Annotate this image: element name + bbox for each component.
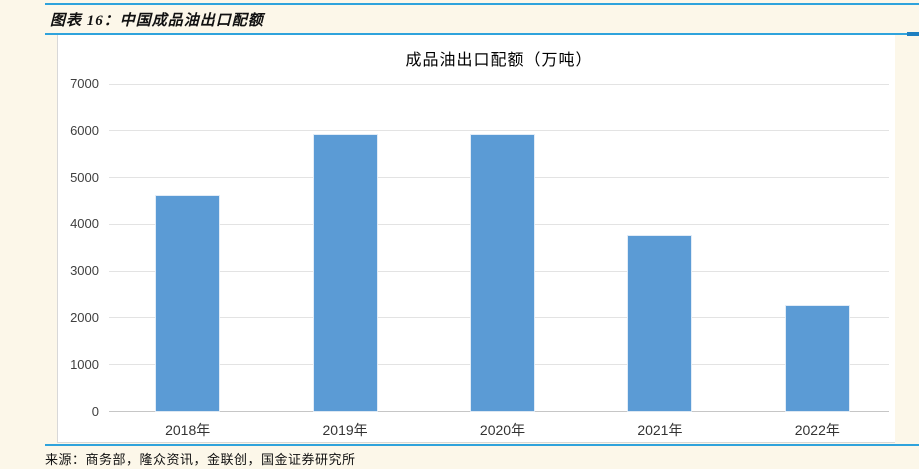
x-axis-tick-2021年: 2021年: [637, 422, 683, 438]
bar-2022年: [785, 305, 849, 411]
y-axis-tick-4000: 4000: [70, 216, 99, 232]
y-axis-tick-0: 0: [91, 403, 99, 419]
x-axis-tick-2020年: 2020年: [479, 422, 526, 438]
y-axis-tick-2000: 2000: [70, 309, 99, 325]
chart-panel: 成品油出口配额（万吨） 0 1000 2000 3000 4000 5000 6000 700…: [57, 35, 895, 443]
bar-2021年: [628, 235, 692, 411]
caption-underline-end-cap: [907, 32, 919, 36]
gridline-7000: [109, 83, 889, 85]
y-axis-tick-3000: 3000: [70, 263, 99, 279]
x-axis-tick-2022年: 2022年: [794, 422, 840, 438]
gridline-0: [109, 411, 889, 412]
bar-2018年: [156, 195, 220, 411]
chart-title: 成品油出口配额（万吨）: [405, 52, 593, 69]
top-accent-line: [45, 3, 919, 5]
x-axis-tick-2019年: 2019年: [322, 422, 368, 438]
bar-2020年: [471, 134, 534, 411]
y-axis-tick-1000: 1000: [70, 356, 99, 372]
caption-underline: [45, 33, 919, 35]
x-axis-tick-2018年: 2018年: [165, 422, 211, 438]
bar-2019年: [313, 134, 377, 411]
figure-caption: 图表 16：中国成品油出口配额: [50, 13, 264, 29]
gridline-6000: [109, 130, 889, 132]
source-note: 来源：商务部，隆众资讯，金联创，国金证券研究所: [45, 452, 356, 467]
bottom-accent-line: [45, 444, 919, 446]
y-axis-tick-5000: 5000: [70, 169, 99, 185]
y-axis-tick-6000: 6000: [70, 122, 99, 138]
y-axis-tick-7000: 7000: [70, 76, 99, 91]
